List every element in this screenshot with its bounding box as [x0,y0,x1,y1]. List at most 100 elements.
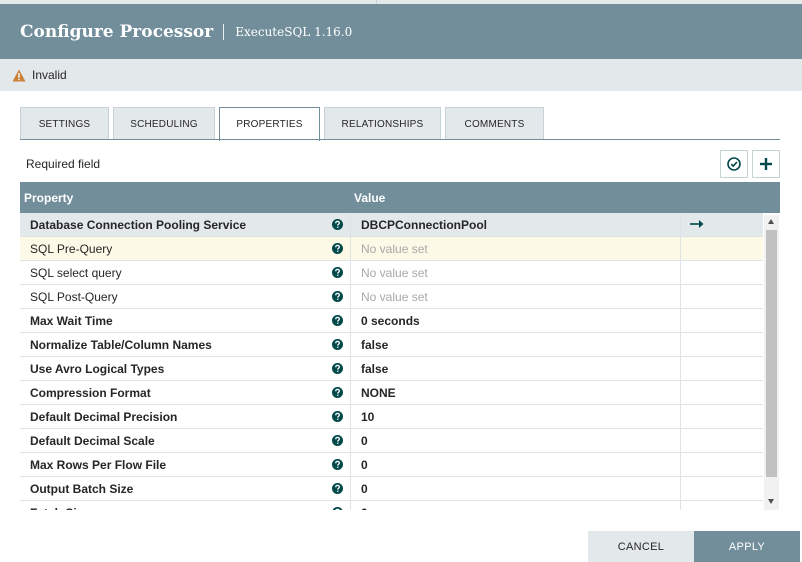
column-divider [350,501,351,510]
tab-comments[interactable]: COMMENTS [445,107,544,140]
property-name: Fetch Size [30,506,89,510]
column-header-value: Value [354,191,386,205]
help-icon[interactable] [332,483,343,494]
tab-settings[interactable]: SETTINGS [20,107,109,140]
help-icon[interactable] [332,387,343,398]
add-property-button[interactable] [752,150,780,178]
column-divider [680,261,681,285]
check-circle-icon [727,157,741,171]
help-icon[interactable] [332,315,343,326]
property-value[interactable]: false [361,338,389,352]
verify-properties-button[interactable] [720,150,748,178]
column-divider [350,237,351,261]
help-icon[interactable] [332,363,343,374]
dialog-title: Configure Processor [20,21,214,42]
column-divider [680,285,681,309]
column-divider [350,477,351,501]
scrollbar-thumb[interactable] [766,230,777,477]
help-icon[interactable] [332,219,343,230]
property-value[interactable]: NONE [361,386,396,400]
column-divider [680,429,681,453]
column-divider [350,453,351,477]
column-divider [350,285,351,309]
property-value[interactable]: DBCPConnectionPool [361,218,487,232]
cancel-button[interactable]: CANCEL [588,531,694,562]
property-name: Normalize Table/Column Names [30,338,212,352]
column-divider [680,381,681,405]
property-value[interactable]: No value set [361,290,428,304]
table-row[interactable]: SQL select query No value set [20,261,763,285]
property-value[interactable]: 0 [361,482,368,496]
help-icon[interactable] [332,507,343,510]
table-row[interactable]: Compression Format NONE [20,381,763,405]
table-scrollbar[interactable] [764,215,779,510]
column-divider [680,237,681,261]
column-divider [680,453,681,477]
help-icon[interactable] [332,267,343,278]
property-value[interactable]: 0 [361,434,368,448]
validation-status-bar: Invalid [0,59,802,91]
title-separator [223,23,225,40]
property-value[interactable]: No value set [361,242,428,256]
table-row[interactable]: Output Batch Size 0 [20,477,763,501]
table-row[interactable]: Use Avro Logical Types false [20,357,763,381]
scroll-up-arrow-icon[interactable] [768,219,774,224]
property-name: Max Wait Time [30,314,113,328]
help-icon[interactable] [332,243,343,254]
property-value[interactable]: 0 [361,458,368,472]
table-row[interactable]: SQL Post-Query No value set [20,285,763,309]
column-divider [350,261,351,285]
table-row[interactable]: Database Connection Pooling Service DBCPC… [20,213,763,237]
property-name: Default Decimal Scale [30,434,155,448]
property-name: SQL Pre-Query [30,242,113,256]
column-divider [350,309,351,333]
property-name: Use Avro Logical Types [30,362,165,376]
column-divider [350,381,351,405]
property-name: Output Batch Size [30,482,134,496]
column-divider [680,405,681,429]
properties-table-header: Property Value [20,182,780,213]
table-row[interactable]: Default Decimal Precision 10 [20,405,763,429]
column-divider [680,333,681,357]
column-divider [350,429,351,453]
column-divider [350,405,351,429]
property-name: SQL select query [30,266,122,280]
table-row[interactable]: Normalize Table/Column Names false [20,333,763,357]
tab-scheduling[interactable]: SCHEDULING [113,107,215,140]
required-field-label: Required field [26,157,101,171]
processor-type: ExecuteSQL 1.16.0 [235,24,353,39]
table-row[interactable]: Max Wait Time 0 seconds [20,309,763,333]
help-icon[interactable] [332,291,343,302]
tab-properties[interactable]: PROPERTIES [219,107,320,141]
apply-button[interactable]: APPLY [694,531,800,562]
scroll-down-arrow-icon[interactable] [768,499,774,504]
table-row[interactable]: Max Rows Per Flow File 0 [20,453,763,477]
table-row[interactable]: Default Decimal Scale 0 [20,429,763,453]
column-divider [350,213,351,237]
column-divider [680,501,681,510]
property-value[interactable]: 10 [361,410,375,424]
help-icon[interactable] [332,411,343,422]
column-divider [350,333,351,357]
property-name: Max Rows Per Flow File [30,458,167,472]
column-divider [350,357,351,381]
tab-bar: SETTINGS SCHEDULING PROPERTIES RELATIONS… [20,107,548,141]
table-row[interactable]: SQL Pre-Query No value set [20,237,763,261]
column-divider [680,477,681,501]
help-icon[interactable] [332,459,343,470]
property-value[interactable]: false [361,362,389,376]
go-to-service-arrow-icon[interactable] [690,219,704,229]
table-row[interactable]: Fetch Size 0 [20,501,763,510]
property-value[interactable]: 0 [361,506,368,510]
column-header-property: Property [24,191,74,205]
property-name: Database Connection Pooling Service [30,218,247,232]
help-icon[interactable] [332,339,343,350]
help-icon[interactable] [332,435,343,446]
validation-status-text: Invalid [32,68,67,82]
property-value[interactable]: 0 seconds [361,314,420,328]
tab-relationships[interactable]: RELATIONSHIPS [324,107,441,140]
property-name: Compression Format [30,386,151,400]
plus-icon [760,158,772,170]
warning-icon [12,69,26,81]
property-value[interactable]: No value set [361,266,428,280]
